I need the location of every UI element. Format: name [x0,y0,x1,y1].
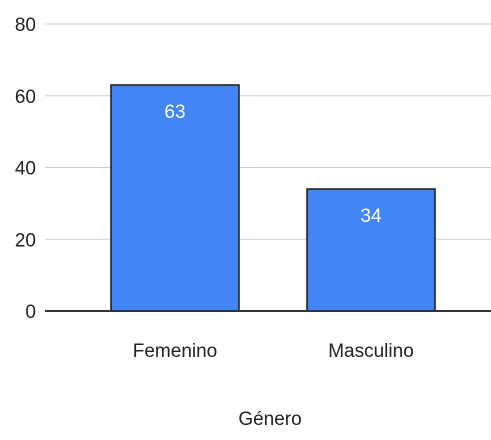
data-label-masculino: 34 [360,206,382,227]
x-axis-labels: Femenino Masculino [133,341,414,362]
x-tick-label-femenino: Femenino [133,341,218,362]
y-axis-ticks: 0 20 40 60 80 [15,15,36,323]
x-tick-label-masculino: Masculino [328,341,414,362]
bars: 63 34 [110,84,436,312]
x-axis-title: Género [238,409,301,430]
y-tick-label-60: 60 [15,87,36,108]
y-tick-label-20: 20 [15,230,36,251]
y-tick-label-40: 40 [15,159,36,180]
bar-femenino [110,84,240,312]
y-tick-label-0: 0 [25,302,36,323]
y-tick-label-80: 80 [15,15,36,36]
data-label-femenino: 63 [164,102,185,123]
